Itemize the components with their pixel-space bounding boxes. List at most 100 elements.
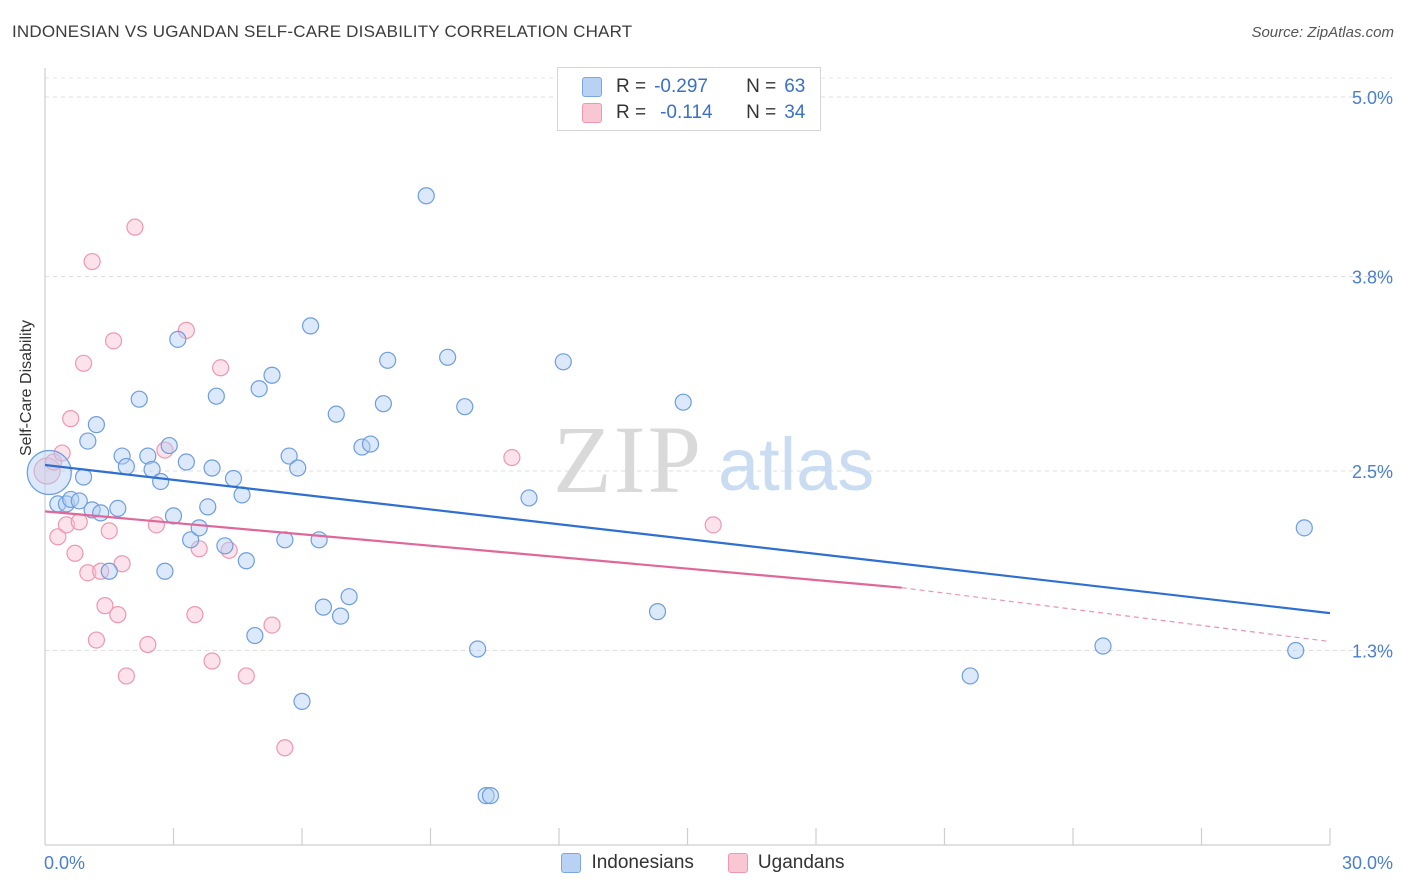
watermark-zip: ZIP xyxy=(553,406,703,513)
indonesians-point xyxy=(26,449,72,496)
x-tick-labels: 0.0% 30.0% xyxy=(44,853,1393,873)
ugandans-point xyxy=(263,616,281,634)
ugandans-trend-extension xyxy=(901,587,1331,643)
ugandans-point xyxy=(70,513,88,531)
ugandans-point xyxy=(79,564,97,582)
indonesians-point xyxy=(1287,641,1305,660)
ugandans-point xyxy=(57,516,76,534)
indonesians-point xyxy=(92,504,110,522)
indonesians-point xyxy=(331,607,350,625)
legend-item-indonesians[interactable]: Indonesians xyxy=(561,852,694,874)
ugandans-point xyxy=(87,631,106,649)
ugandans-point xyxy=(104,332,123,350)
indonesians-point xyxy=(417,187,435,205)
ugandans-point xyxy=(276,739,294,757)
y-tick-label: 1.3% xyxy=(1352,642,1393,662)
indonesians-point xyxy=(203,459,221,477)
indonesians-point xyxy=(160,436,178,455)
x-tick-label: 30.0% xyxy=(1342,853,1393,873)
indonesians-point xyxy=(190,519,208,537)
y-tick-label: 5.0% xyxy=(1352,88,1393,108)
indonesians-point xyxy=(340,588,358,606)
y-tick-label: 3.8% xyxy=(1352,268,1393,288)
ugandans-point xyxy=(503,448,521,467)
r-label: R = xyxy=(616,102,647,123)
series-legend: Indonesians Ugandans xyxy=(0,852,1406,874)
axes xyxy=(44,68,1331,846)
indonesians-swatch xyxy=(582,77,602,97)
ugandans-point xyxy=(109,606,127,624)
r-value-ugandans: -0.114 xyxy=(660,102,713,123)
indonesians-point xyxy=(224,469,243,488)
indonesians-point xyxy=(301,317,320,335)
ugandans-point xyxy=(190,540,208,558)
indonesians-point xyxy=(207,387,225,405)
indonesians-point xyxy=(280,447,298,465)
indonesians-point xyxy=(674,393,692,411)
indonesians-point xyxy=(289,459,307,477)
indonesians-point xyxy=(100,562,118,580)
indonesians-point xyxy=(62,490,80,509)
n-value-ugandans: 34 xyxy=(784,102,806,123)
indonesians-point xyxy=(152,472,170,491)
indonesians-point xyxy=(1295,519,1313,537)
indonesians-point xyxy=(481,787,500,805)
indonesians-point xyxy=(379,351,397,369)
ugandans-point xyxy=(177,321,195,339)
ugandans-swatch xyxy=(727,853,748,873)
x-tick-label: 0.0% xyxy=(44,853,85,873)
ugandans-point xyxy=(83,252,101,271)
indonesians-point xyxy=(156,562,174,580)
indonesians-point xyxy=(79,432,97,450)
indonesians-point xyxy=(554,353,572,371)
ugandans-point xyxy=(100,522,118,540)
ugandans-point xyxy=(237,667,255,685)
indonesians-points xyxy=(26,187,1313,805)
indonesians-point xyxy=(139,447,157,465)
indonesians-point xyxy=(216,537,234,555)
ugandans-point xyxy=(66,544,84,562)
indonesians-point xyxy=(361,435,380,453)
indonesians-point xyxy=(250,380,268,398)
n-label: N = xyxy=(746,76,777,97)
ugandans-point xyxy=(53,444,71,462)
ugandans-point xyxy=(212,359,230,377)
ugandans-point xyxy=(186,606,204,624)
y-tick-label: 2.5% xyxy=(1352,462,1393,482)
chart-title: INDONESIAN VS UGANDAN SELF-CARE DISABILI… xyxy=(12,22,633,41)
legend-item-ugandans[interactable]: Ugandans xyxy=(727,852,845,874)
indonesians-point xyxy=(469,640,487,658)
watermark-atlas: atlas xyxy=(718,423,874,506)
trend-lines xyxy=(44,463,1331,643)
indonesians-point xyxy=(109,499,127,517)
ugandans-point xyxy=(126,218,144,236)
indonesians-point xyxy=(263,366,281,384)
indonesians-point xyxy=(113,447,131,465)
indonesians-point xyxy=(477,787,495,805)
ugandans-point xyxy=(113,555,131,573)
ugandans-point xyxy=(203,652,221,670)
indonesians-point xyxy=(70,492,88,510)
ugandans-point xyxy=(117,667,135,685)
ugandans-swatch xyxy=(582,103,602,123)
indonesians-point xyxy=(182,531,200,549)
ugandans-point xyxy=(704,516,722,534)
indonesians-point xyxy=(237,552,255,570)
ugandans-point xyxy=(147,516,165,534)
indonesians-point xyxy=(520,489,538,507)
indonesians-point xyxy=(374,395,392,413)
indonesians-point xyxy=(648,603,667,621)
indonesians-point xyxy=(293,692,311,710)
indonesians-point xyxy=(87,416,106,434)
indonesians-point xyxy=(456,398,474,416)
indonesians-point xyxy=(130,390,148,408)
ugandans-point xyxy=(139,635,157,654)
legend-label-ugandans: Ugandans xyxy=(757,852,845,873)
y-axis-label: Self-Care Disability xyxy=(18,319,35,456)
indonesians-point xyxy=(314,598,333,616)
indonesians-point xyxy=(1094,637,1112,655)
ugandans-point xyxy=(49,528,67,546)
indonesians-swatch xyxy=(561,853,582,873)
ugandans-point xyxy=(96,597,114,615)
